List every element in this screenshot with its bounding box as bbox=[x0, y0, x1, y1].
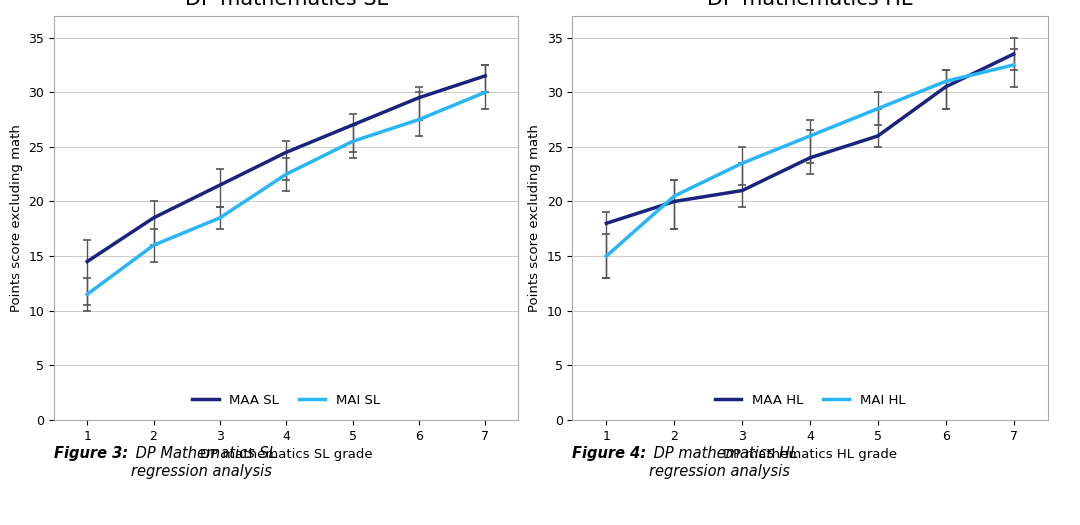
Text: Figure 3:: Figure 3: bbox=[54, 446, 129, 461]
Y-axis label: Points score excluding math: Points score excluding math bbox=[528, 124, 541, 312]
X-axis label: DP mathematics HL grade: DP mathematics HL grade bbox=[723, 448, 897, 461]
Legend: MAA SL, MAI SL: MAA SL, MAI SL bbox=[186, 387, 387, 413]
Text: DP mathematics HL
regression analysis: DP mathematics HL regression analysis bbox=[649, 446, 798, 479]
Y-axis label: Points score excluding math: Points score excluding math bbox=[10, 124, 23, 312]
Text: DP Mathematics SL
regression analysis: DP Mathematics SL regression analysis bbox=[131, 446, 276, 479]
Title: DP mathematics SL: DP mathematics SL bbox=[185, 0, 388, 8]
Text: Figure 4:: Figure 4: bbox=[572, 446, 647, 461]
Legend: MAA HL, MAI HL: MAA HL, MAI HL bbox=[708, 387, 912, 413]
X-axis label: DP mathematics SL grade: DP mathematics SL grade bbox=[200, 448, 373, 461]
Title: DP mathematics HL: DP mathematics HL bbox=[707, 0, 913, 8]
